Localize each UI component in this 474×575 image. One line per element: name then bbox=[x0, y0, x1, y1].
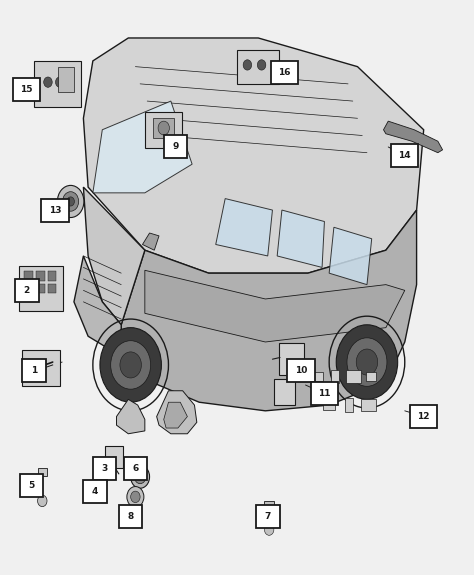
Text: 15: 15 bbox=[20, 85, 33, 94]
FancyBboxPatch shape bbox=[15, 279, 38, 302]
Circle shape bbox=[347, 338, 387, 386]
Circle shape bbox=[131, 491, 140, 503]
FancyBboxPatch shape bbox=[98, 472, 107, 481]
Polygon shape bbox=[383, 121, 443, 153]
FancyBboxPatch shape bbox=[18, 266, 63, 311]
Bar bbox=[36, 271, 45, 281]
Text: 3: 3 bbox=[101, 463, 108, 473]
FancyBboxPatch shape bbox=[105, 446, 123, 468]
Text: 9: 9 bbox=[173, 143, 179, 151]
Bar bbox=[24, 271, 33, 281]
Text: 4: 4 bbox=[92, 486, 99, 496]
FancyBboxPatch shape bbox=[331, 370, 339, 384]
Text: 7: 7 bbox=[264, 512, 271, 522]
FancyBboxPatch shape bbox=[279, 343, 304, 375]
Polygon shape bbox=[83, 187, 145, 325]
Text: 1: 1 bbox=[31, 366, 37, 375]
Circle shape bbox=[131, 465, 150, 488]
Circle shape bbox=[127, 486, 144, 507]
Circle shape bbox=[57, 185, 84, 217]
FancyBboxPatch shape bbox=[311, 382, 338, 405]
Text: 8: 8 bbox=[128, 512, 134, 522]
Circle shape bbox=[356, 349, 378, 375]
Circle shape bbox=[55, 77, 64, 87]
Circle shape bbox=[264, 524, 274, 535]
Polygon shape bbox=[164, 402, 187, 428]
Circle shape bbox=[336, 325, 398, 400]
Circle shape bbox=[44, 77, 52, 87]
FancyBboxPatch shape bbox=[13, 78, 40, 101]
Polygon shape bbox=[277, 210, 324, 267]
Polygon shape bbox=[74, 256, 121, 356]
FancyBboxPatch shape bbox=[19, 474, 43, 497]
Polygon shape bbox=[83, 38, 424, 273]
FancyBboxPatch shape bbox=[93, 457, 117, 480]
Text: 16: 16 bbox=[278, 68, 291, 77]
Bar bbox=[48, 284, 56, 293]
Polygon shape bbox=[121, 210, 417, 411]
FancyBboxPatch shape bbox=[271, 61, 298, 84]
FancyBboxPatch shape bbox=[361, 399, 376, 411]
Polygon shape bbox=[329, 227, 372, 285]
FancyBboxPatch shape bbox=[287, 359, 315, 382]
Text: 12: 12 bbox=[418, 412, 430, 421]
FancyBboxPatch shape bbox=[345, 398, 353, 412]
Circle shape bbox=[111, 341, 151, 389]
Text: 11: 11 bbox=[318, 389, 331, 398]
Circle shape bbox=[120, 352, 141, 378]
FancyBboxPatch shape bbox=[366, 371, 376, 381]
Text: 2: 2 bbox=[24, 286, 30, 295]
FancyBboxPatch shape bbox=[164, 136, 187, 159]
Bar bbox=[48, 271, 56, 281]
Text: 14: 14 bbox=[399, 151, 411, 160]
FancyBboxPatch shape bbox=[41, 198, 69, 221]
FancyBboxPatch shape bbox=[34, 61, 81, 106]
FancyBboxPatch shape bbox=[237, 50, 279, 83]
Polygon shape bbox=[145, 270, 405, 342]
Circle shape bbox=[243, 60, 252, 70]
FancyBboxPatch shape bbox=[274, 379, 295, 405]
FancyBboxPatch shape bbox=[346, 370, 361, 383]
FancyBboxPatch shape bbox=[58, 67, 74, 93]
Circle shape bbox=[37, 495, 47, 507]
Circle shape bbox=[100, 328, 161, 402]
FancyBboxPatch shape bbox=[22, 350, 60, 386]
FancyBboxPatch shape bbox=[391, 144, 419, 167]
FancyBboxPatch shape bbox=[83, 480, 107, 503]
Text: 10: 10 bbox=[295, 366, 307, 375]
FancyBboxPatch shape bbox=[22, 359, 46, 382]
Polygon shape bbox=[156, 391, 197, 434]
FancyBboxPatch shape bbox=[124, 457, 147, 480]
FancyBboxPatch shape bbox=[119, 505, 143, 528]
FancyBboxPatch shape bbox=[37, 468, 47, 476]
Polygon shape bbox=[93, 101, 192, 193]
Circle shape bbox=[63, 191, 79, 211]
Text: 6: 6 bbox=[132, 463, 138, 473]
Polygon shape bbox=[117, 400, 145, 434]
Bar bbox=[36, 284, 45, 293]
FancyBboxPatch shape bbox=[154, 118, 174, 139]
Circle shape bbox=[135, 470, 146, 484]
FancyBboxPatch shape bbox=[410, 405, 438, 428]
FancyBboxPatch shape bbox=[312, 371, 323, 381]
Bar bbox=[24, 284, 33, 293]
Polygon shape bbox=[216, 198, 273, 256]
Polygon shape bbox=[143, 233, 159, 250]
FancyBboxPatch shape bbox=[264, 501, 274, 510]
Circle shape bbox=[158, 121, 169, 135]
FancyBboxPatch shape bbox=[145, 112, 182, 148]
Text: 13: 13 bbox=[49, 205, 61, 214]
FancyBboxPatch shape bbox=[256, 505, 280, 528]
Circle shape bbox=[257, 60, 266, 70]
Circle shape bbox=[67, 197, 74, 206]
Text: 5: 5 bbox=[28, 481, 35, 490]
FancyBboxPatch shape bbox=[323, 400, 335, 410]
